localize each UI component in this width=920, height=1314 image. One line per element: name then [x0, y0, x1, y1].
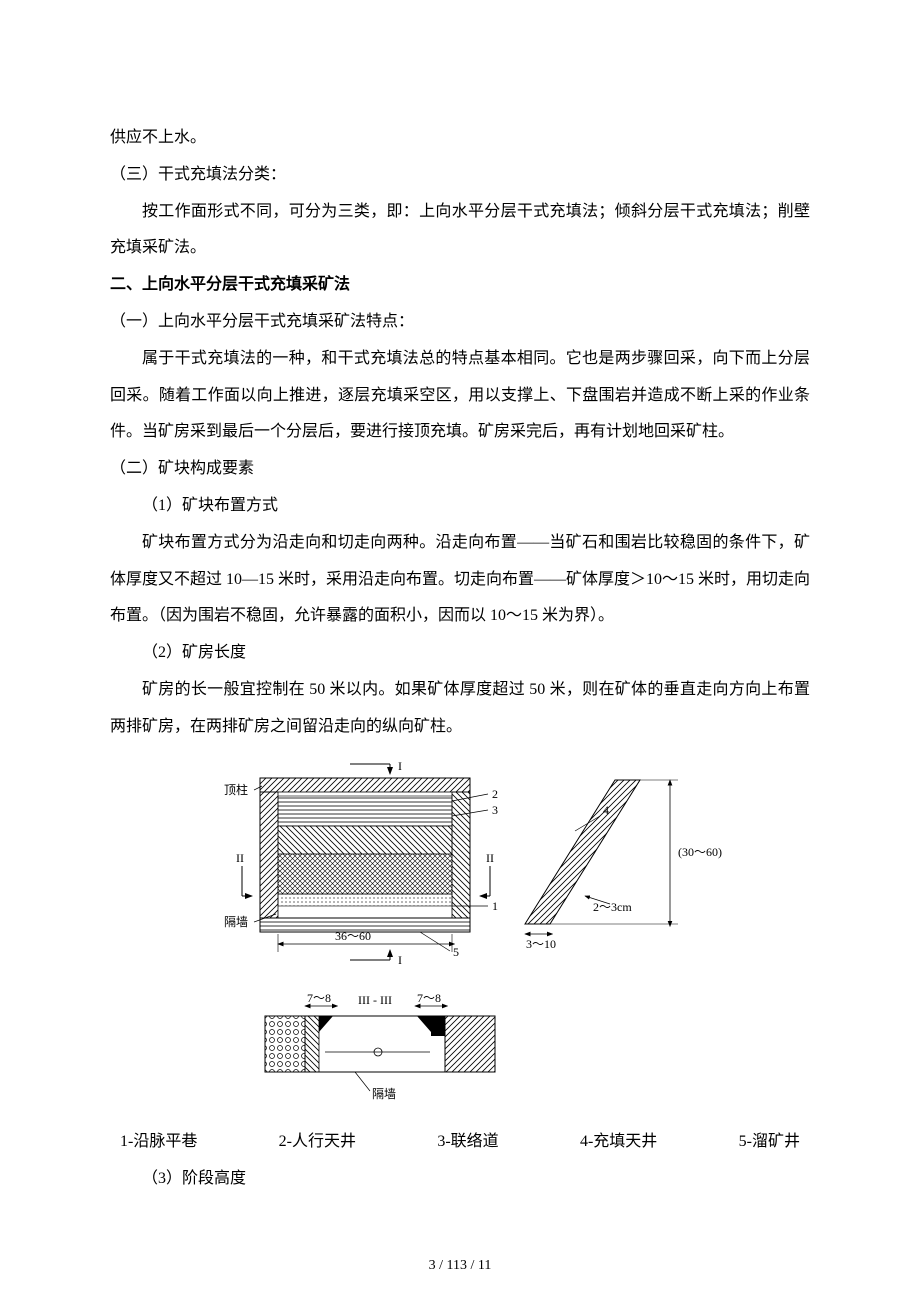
label-III: III - III [358, 993, 392, 1007]
paragraph-2: （三）干式充填法分类： [110, 157, 810, 194]
paragraph-7: （1）矿块布置方式 [110, 488, 810, 525]
page-footer: 3 / 113 / 11 [0, 1258, 920, 1314]
label-4: 4 [603, 803, 609, 817]
paragraph-10: 矿房的长一般宜控制在 50 米以内。如果矿体厚度超过 50 米，则在矿体的垂直走… [110, 672, 810, 746]
paragraph-6: （二）矿块构成要素 [110, 451, 810, 488]
label-1: 1 [492, 899, 498, 913]
paragraph-8: 矿块布置方式分为沿走向和切走向两种。沿走向布置——当矿石和围岩比较稳固的条件下，… [110, 525, 810, 635]
paragraph-4: （一）上向水平分层干式充填采矿法特点： [110, 304, 810, 341]
label-bottomI: I [398, 953, 402, 967]
label-dim-base: 3～10 [526, 937, 556, 951]
figure-diagram: I 顶柱 2 [110, 756, 810, 1121]
figure-legend: 1-沿脉平巷 2-人行天井 3-联络道 4-充填天井 5-溜矿井 [110, 1124, 810, 1161]
legend-4: 4-充填天井 [580, 1124, 657, 1161]
top-left-block: I 顶柱 2 [224, 759, 498, 967]
label-geqiang-top: 隔墙 [224, 915, 248, 929]
paragraph-5: 属于干式充填法的一种，和干式充填法总的特点基本相同。它也是两步骤回采，向下而上分… [110, 341, 810, 451]
label-dim-width: 36～60 [335, 929, 371, 943]
label-5: 5 [453, 945, 459, 959]
heading-1: 二、上向水平分层干式充填采矿法 [110, 267, 810, 304]
paragraph-3: 按工作面形式不同，可分为三类，即：上向水平分层干式充填法；倾斜分层干式充填法；削… [110, 194, 810, 268]
paragraph-1: 供应不上水。 [110, 120, 810, 157]
label-topI: I [398, 759, 402, 773]
document-page: 供应不上水。 （三）干式充填法分类： 按工作面形式不同，可分为三类，即：上向水平… [0, 0, 920, 1258]
label-dim-height: (30～60) [678, 845, 722, 859]
label-3: 3 [492, 803, 498, 817]
label-geqiang-bottom: 隔墙 [372, 1087, 396, 1101]
legend-1: 1-沿脉平巷 [120, 1124, 197, 1161]
mining-diagram-svg: I 顶柱 2 [180, 756, 740, 1106]
top-right-block: 4 (30～60) 2～3cm 3～10 [525, 780, 722, 951]
legend-2: 2-人行天井 [279, 1124, 356, 1161]
legend-5: 5-溜矿井 [739, 1124, 800, 1161]
label-rightII: II [486, 851, 494, 865]
paragraph-9: （2）矿房长度 [110, 635, 810, 672]
label-2: 2 [492, 787, 498, 801]
bottom-block: 7～8 7～8 III - III 隔墙 [265, 991, 495, 1101]
label-leftII: II [236, 851, 244, 865]
label-78b: 7～8 [417, 991, 441, 1005]
label-dim-thick: 2～3cm [593, 900, 632, 914]
legend-3: 3-联络道 [437, 1124, 498, 1161]
label-78a: 7～8 [307, 991, 331, 1005]
paragraph-11: （3）阶段高度 [110, 1161, 810, 1198]
label-dingzhu: 顶柱 [224, 782, 248, 797]
